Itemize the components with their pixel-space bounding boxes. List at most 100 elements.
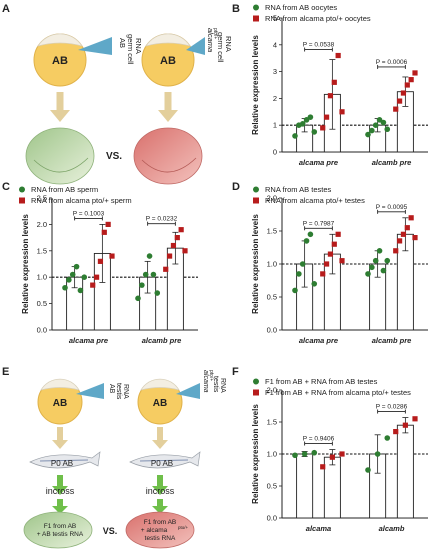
data-point <box>307 114 314 120</box>
data-point <box>320 464 326 470</box>
data-point <box>311 129 318 135</box>
data-point <box>327 93 334 99</box>
arrow-head-left <box>50 110 70 122</box>
legend-marker-red <box>253 197 259 204</box>
bar <box>296 453 314 519</box>
y-tick-label: 0.0 <box>267 514 277 523</box>
injection-text-e-left-3: RNA <box>122 384 129 399</box>
panel-label-f: F <box>232 366 239 378</box>
legend-label: RNA from alcama pto/+ sperm <box>31 196 132 205</box>
data-point <box>299 121 306 127</box>
y-tick-label: 0.0 <box>37 326 47 335</box>
legend-marker-green <box>253 378 259 385</box>
x-tick-label: alcamb pre <box>372 158 412 167</box>
data-point <box>393 106 399 112</box>
y-tick-label: 5 <box>273 14 277 23</box>
data-point <box>174 235 180 241</box>
data-point <box>369 264 375 271</box>
bar <box>323 456 341 519</box>
y-tick-label: 1.0 <box>37 273 47 282</box>
embryo-label: AB <box>52 55 68 67</box>
injection-text-e-right-3: testis <box>212 376 219 393</box>
data-point <box>320 271 326 277</box>
panel-label-c: C <box>2 181 10 193</box>
injection-needle-left <box>78 37 112 55</box>
data-point <box>90 282 96 288</box>
f1-right-text-3: pto/+ <box>178 525 189 530</box>
legend-marker-green <box>253 186 259 193</box>
data-point <box>402 422 408 428</box>
data-point <box>62 284 68 291</box>
fish-label: P0 AB <box>151 459 173 468</box>
x-tick-label: alcama <box>306 524 331 533</box>
legend-label: RNA from alcama pto/+ testes <box>265 196 365 205</box>
legend-label: RNA from AB sperm <box>31 185 98 194</box>
p-value-label: P = 0.0095 <box>376 204 408 211</box>
y-tick-label: 4 <box>273 40 277 49</box>
embryo-red <box>133 127 203 185</box>
data-point <box>400 231 407 237</box>
embryo-right-e: AB <box>137 378 183 425</box>
data-point <box>135 295 141 302</box>
data-point <box>327 251 334 257</box>
injection-text-right-3: germ cell <box>216 32 225 63</box>
data-point <box>93 274 100 280</box>
data-point <box>292 452 298 459</box>
data-point <box>404 225 410 231</box>
legend-marker-red <box>19 197 25 204</box>
y-tick-label: 2.0 <box>267 386 277 395</box>
x-tick-label: alcamb pre <box>372 336 412 345</box>
data-point <box>339 109 345 115</box>
data-point <box>384 257 391 264</box>
injection-text-right-4: RNA <box>224 36 233 52</box>
x-tick-label: alcama pre <box>299 158 338 167</box>
data-point <box>339 258 345 264</box>
data-point <box>380 267 387 274</box>
data-point <box>163 266 169 272</box>
legend-marker-green <box>253 4 259 11</box>
injection-needle-left-e <box>76 383 104 399</box>
y-tick-label: 1.5 <box>267 227 277 236</box>
injection-text-e-right-4: RNA <box>219 378 226 393</box>
data-point <box>412 235 418 241</box>
y-tick-label: 1.5 <box>37 246 47 255</box>
embryo-right: AB <box>141 33 195 87</box>
injection-text-e-right-1: alcama <box>202 370 209 393</box>
data-point <box>292 287 298 294</box>
data-point <box>77 287 84 294</box>
data-point <box>380 119 387 126</box>
data-point <box>97 258 104 264</box>
data-point <box>400 90 407 96</box>
p-value-label: P = 0.9406 <box>303 436 335 443</box>
f1-embryo-red <box>125 511 195 549</box>
data-point <box>335 231 341 237</box>
data-point <box>146 253 153 259</box>
injection-text-e-left-1: AB <box>108 384 115 394</box>
y-axis-label: Relative expression levels <box>251 35 260 135</box>
embryo-label: AB <box>53 398 67 409</box>
y-tick-label: 2.5 <box>37 194 47 203</box>
data-point <box>412 416 418 422</box>
x-tick-label: alcamb <box>379 524 405 533</box>
panel-a-illustration: AB AB germ cell RNA AB alcama pto/+ germ… <box>25 28 233 185</box>
legend-label: RNA from AB oocytes <box>265 3 337 12</box>
x-tick-label: alcamb pre <box>142 336 182 345</box>
y-tick-label: 0.5 <box>267 482 277 491</box>
incross-label-left: incross <box>46 486 75 496</box>
p-value-label: P = 0.1003 <box>73 210 105 217</box>
data-point <box>303 238 310 244</box>
embryo-label: AB <box>160 55 176 67</box>
embryo-label: AB <box>153 398 167 409</box>
panel-label-d: D <box>232 181 240 193</box>
p-value-label: P = 0.0286 <box>376 404 408 411</box>
data-point <box>393 429 399 435</box>
injection-needle-right-e <box>176 383 200 399</box>
legend-label: F1 from AB + RNA from AB testes <box>265 377 378 386</box>
embryo-left-e: AB <box>37 378 83 425</box>
y-axis-label: Relative expression levels <box>21 214 30 314</box>
data-point <box>311 449 318 456</box>
data-point <box>292 133 298 139</box>
chart-c: 0.0 0.5 1.0 1.5 2.0 2.5 Relative expression le… <box>19 185 198 345</box>
x-tick-label: alcama pre <box>299 336 338 345</box>
